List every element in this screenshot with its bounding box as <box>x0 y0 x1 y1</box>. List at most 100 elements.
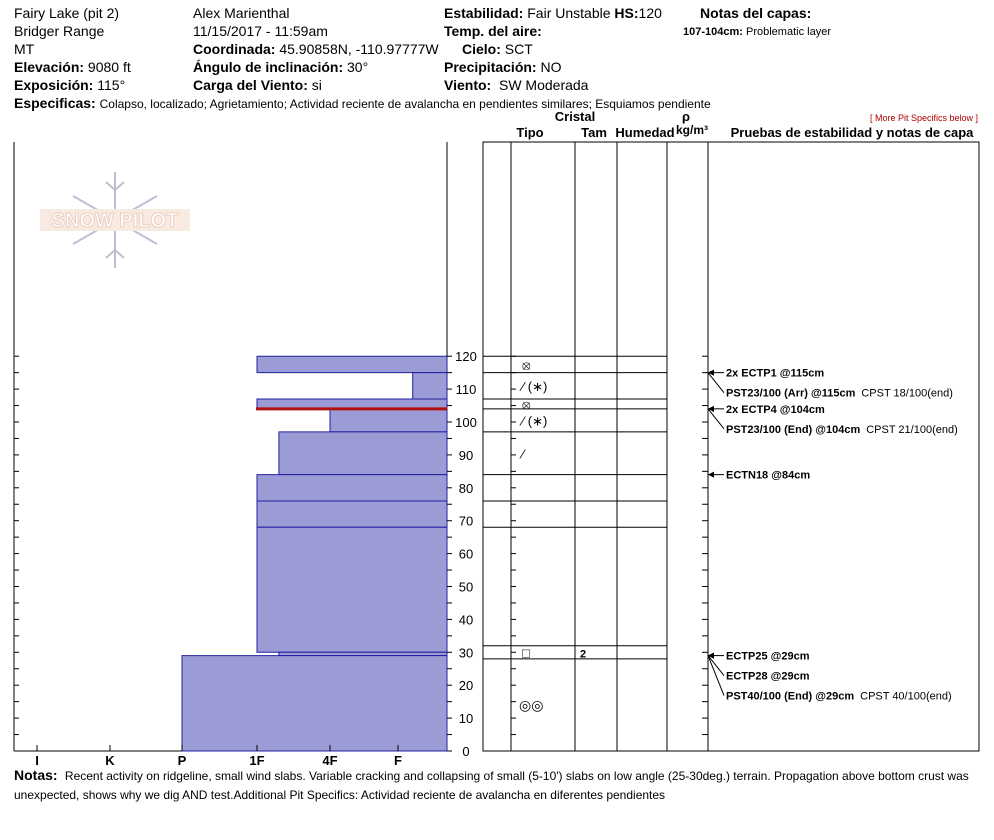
layer-notes-label: Notas del capas: <box>700 5 812 21</box>
depth-label-20: 20 <box>459 678 473 693</box>
stability-label: Estabilidad: <box>444 5 524 21</box>
wind-load-value: si <box>311 77 322 93</box>
rho-header: ρ <box>682 109 690 124</box>
depth-axis: 0 10 20 30 40 50 60 70 80 90 100 110 120 <box>447 349 516 759</box>
specifics-value: Colapso, localizado; Agrietamiento; Acti… <box>99 97 711 111</box>
hardness-label-I: I <box>35 753 39 768</box>
hardness-layer-4 <box>278 431 448 476</box>
test-arrow <box>707 655 725 696</box>
tipo-header: Tipo <box>516 125 543 140</box>
depth-label-10: 10 <box>459 711 473 726</box>
aspect-row: Exposición: 115° <box>14 76 125 94</box>
elevation-label: Elevación: <box>14 59 85 75</box>
depth-label-100: 100 <box>455 415 477 430</box>
layer-note: 107-104cm: Problematic layer <box>683 23 831 41</box>
precip-label: Precipitación: <box>444 59 537 75</box>
depth-label-120: 120 <box>455 349 477 364</box>
stability-row: Estabilidad: Fair Unstable HS:120 <box>444 4 662 22</box>
crystal-symbol-4: ⁄ <box>519 446 526 461</box>
hs-value: 120 <box>638 5 662 21</box>
notes-text: Recent activity on ridgeline, small wind… <box>14 769 969 802</box>
crystal-rows: ⦻⁄ (∗)⦻⁄ (∗)⁄□ 2◎◎ <box>483 355 667 713</box>
crystal-symbol-0: ⦻ <box>522 357 531 372</box>
hardness-layer-7 <box>256 526 448 653</box>
wind-load-row: Carga del Viento: si <box>193 76 322 94</box>
crystal-table <box>482 141 980 752</box>
coordinate-row: Coordinada: 45.90858N, -110.97777W <box>193 40 439 58</box>
cristal-header: Cristal <box>555 109 595 124</box>
hardness-layer-9 <box>181 655 448 752</box>
hardness-layer-6 <box>256 500 448 528</box>
hardness-label-F: F <box>394 753 402 768</box>
depth-label-60: 60 <box>459 547 473 562</box>
tam-header: Tam <box>581 125 607 140</box>
hardness-layer-1 <box>412 372 448 400</box>
location-name: Fairy Lake (pit 2) <box>14 5 120 21</box>
test-arrow <box>707 372 725 393</box>
hardness-layer-3 <box>329 408 448 433</box>
snowpilot-watermark: SNOW PILOT <box>40 172 190 268</box>
test-result-1-0: 2x ECTP4 @104cm <box>726 404 825 416</box>
coord-value: 45.90858N, -110.97777W <box>279 41 439 57</box>
state-name: MT <box>14 41 35 57</box>
incline-value: 30° <box>347 59 369 75</box>
test-result-3-1: ECTP28 @29cm <box>726 671 810 683</box>
hardness-layer-5 <box>256 474 448 502</box>
notes-label: Notas: <box>14 767 58 783</box>
depth-label-110: 110 <box>456 382 477 397</box>
test-arrow <box>707 408 725 430</box>
elevation-row: Elevación: 9080 ft <box>14 58 131 76</box>
test-result-3-2: PST40/100 (End) @29cm CPST 40/100(end) <box>726 691 952 703</box>
density-unit-header: kg/m³ <box>676 123 708 137</box>
hardness-label-K: K <box>105 753 115 768</box>
precip-row: Precipitación: NO <box>444 58 561 76</box>
crystal-symbol-8: □ <box>522 645 530 660</box>
wind-load-label: Carga del Viento: <box>193 77 308 93</box>
hardness-label-4F: 4F <box>322 753 337 768</box>
notes-section: Notas: Recent activity on ridgeline, sma… <box>14 766 984 805</box>
arrow-head-icon <box>708 471 714 478</box>
specifics-row: Especificas: Colapso, localizado; Agriet… <box>14 94 711 113</box>
test-result-0-1: PST23/100 (Arr) @115cm CPST 18/100(end) <box>726 388 953 400</box>
air-temp-label: Temp. del aire: <box>444 23 542 39</box>
stability-tests: 2x ECTP1 @115cm PST23/100 (Arr) @115cm CPS… <box>707 368 958 703</box>
crystal-symbol-1: ⁄ (∗) <box>519 379 547 394</box>
depth-label-0: 0 <box>462 744 469 759</box>
precip-value: NO <box>540 59 562 75</box>
test-result-3-0: ECTP25 @29cm <box>726 651 810 663</box>
tests-header: Pruebas de estabilidad y notas de capa <box>731 125 975 140</box>
test-result-1-1: PST23/100 (End) @104cm CPST 21/100(end) <box>726 424 958 436</box>
watermark-text: SNOW PILOT <box>52 210 179 232</box>
crystal-size-8: 2 <box>580 648 586 660</box>
range-name: Bridger Range <box>14 23 105 39</box>
sky-label: Cielo: <box>462 41 501 57</box>
depth-label-50: 50 <box>459 580 473 595</box>
layer-note-range: 107-104cm: <box>683 26 743 38</box>
sky-value: SCT <box>504 41 533 57</box>
stability-value: Fair Unstable <box>527 5 611 21</box>
hardness-layers <box>181 355 448 752</box>
aspect-label: Exposición: <box>14 77 94 93</box>
test-result-0-0: 2x ECTP1 @115cm <box>726 368 824 380</box>
hs-label: HS: <box>614 5 639 21</box>
depth-label-90: 90 <box>459 448 473 463</box>
depth-label-80: 80 <box>459 481 473 496</box>
coord-label: Coordinada: <box>193 41 276 57</box>
more-specifics-link[interactable]: [ More Pit Specifics below ] <box>870 113 979 123</box>
arrow-head-icon <box>708 369 714 376</box>
observer-name: Alex Marienthal <box>193 5 290 21</box>
depth-label-70: 70 <box>459 514 473 529</box>
humedad-header: Humedad <box>615 125 674 140</box>
rounded-grain-symbol: ◎◎ <box>519 697 543 713</box>
sky-row: Cielo: SCT <box>462 40 533 58</box>
elevation-value: 9080 ft <box>87 59 131 75</box>
observation-datetime: 11/15/2017 - 11:59am <box>193 23 328 39</box>
hardness-axis-labels: I K P 1F 4F F <box>35 745 402 768</box>
crystal-symbol-2: ⦻ <box>522 397 531 412</box>
arrow-head-icon <box>708 405 714 412</box>
aspect-value: 115° <box>97 77 126 93</box>
incline-label: Ángulo de inclinación: <box>193 59 344 75</box>
hardness-label-P: P <box>178 753 187 768</box>
arrow-head-icon <box>708 652 714 659</box>
